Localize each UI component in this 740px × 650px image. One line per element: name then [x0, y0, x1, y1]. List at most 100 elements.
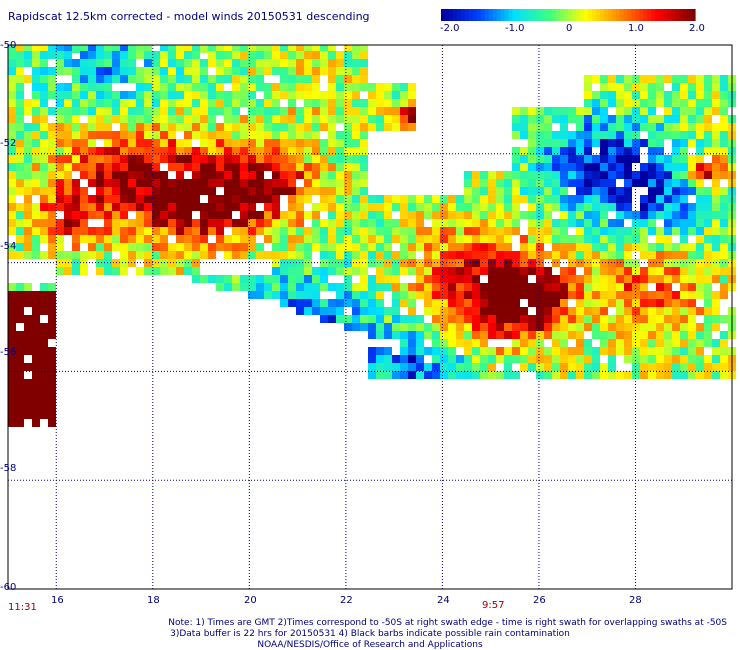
heatmap-cell: [24, 107, 32, 115]
heatmap-cell: [536, 227, 544, 235]
heatmap-cell: [584, 195, 592, 203]
heatmap-cell: [720, 163, 728, 171]
heatmap-cell: [488, 363, 496, 371]
heatmap-cell: [296, 51, 304, 59]
heatmap-cell: [288, 203, 296, 211]
heatmap-cell: [256, 243, 264, 251]
heatmap-cell: [72, 99, 80, 107]
heatmap-cell: [360, 107, 368, 115]
heatmap-cell: [256, 179, 264, 187]
heatmap-cell: [184, 235, 192, 243]
heatmap-cell: [680, 283, 688, 291]
heatmap-cell: [704, 187, 712, 195]
heatmap-cell: [408, 283, 416, 291]
heatmap-cell: [136, 219, 144, 227]
heatmap-cell: [376, 355, 384, 363]
heatmap-cell: [656, 323, 664, 331]
heatmap-cell: [200, 59, 208, 67]
heatmap-cell: [392, 363, 400, 371]
heatmap-cell: [80, 67, 88, 75]
heatmap-cell: [288, 99, 296, 107]
heatmap-cell: [608, 315, 616, 323]
heatmap-cell: [344, 211, 352, 219]
heatmap-cell: [264, 123, 272, 131]
heatmap-cell: [64, 171, 72, 179]
heatmap-cell: [720, 195, 728, 203]
heatmap-cell: [296, 219, 304, 227]
heatmap-cell: [224, 243, 232, 251]
heatmap-cell: [648, 99, 656, 107]
heatmap-cell: [16, 179, 24, 187]
heatmap-cell: [568, 315, 576, 323]
heatmap-cell: [496, 299, 504, 307]
heatmap-cell: [560, 355, 568, 363]
heatmap-cell: [520, 155, 528, 163]
heatmap-cell: [520, 187, 528, 195]
heatmap-cell: [592, 211, 600, 219]
heatmap-cell: [360, 243, 368, 251]
heatmap-cell: [656, 171, 664, 179]
heatmap-cell: [104, 195, 112, 203]
heatmap-cell: [584, 179, 592, 187]
heatmap-cell: [512, 283, 520, 291]
heatmap-cell: [552, 347, 560, 355]
heatmap-cell: [584, 347, 592, 355]
heatmap-cell: [552, 371, 560, 379]
heatmap-cell: [264, 203, 272, 211]
heatmap-cell: [320, 107, 328, 115]
heatmap-cell: [320, 267, 328, 275]
heatmap-cell: [304, 307, 312, 315]
heatmap-cell: [672, 211, 680, 219]
heatmap-cell: [248, 91, 256, 99]
heatmap-cell: [344, 243, 352, 251]
heatmap-cell: [8, 355, 16, 363]
heatmap-cell: [48, 179, 56, 187]
heatmap-cell: [512, 115, 520, 123]
heatmap-cell: [280, 51, 288, 59]
heatmap-cell: [112, 243, 120, 251]
heatmap-cell: [600, 75, 608, 83]
heatmap-cell: [640, 99, 648, 107]
heatmap-cell: [8, 403, 16, 411]
heatmap-cell: [432, 203, 440, 211]
heatmap-cell: [256, 155, 264, 163]
heatmap-cell: [592, 171, 600, 179]
heatmap-cell: [192, 251, 200, 259]
y-tick-label: -54: [0, 241, 16, 252]
heatmap-cell: [32, 75, 40, 83]
heatmap-cell: [496, 179, 504, 187]
heatmap-cell: [656, 203, 664, 211]
heatmap-cell: [144, 67, 152, 75]
heatmap-cell: [432, 307, 440, 315]
heatmap-cell: [520, 275, 528, 283]
heatmap-cell: [232, 187, 240, 195]
heatmap-cell: [64, 83, 72, 91]
heatmap-cell: [360, 67, 368, 75]
heatmap-cell: [360, 275, 368, 283]
heatmap-cell: [296, 163, 304, 171]
heatmap-cell: [656, 267, 664, 275]
heatmap-cell: [560, 347, 568, 355]
heatmap-cell: [648, 123, 656, 131]
heatmap-cell: [600, 211, 608, 219]
y-axis-labels: -50 -52 -54 -56 -58 -60: [0, 40, 16, 593]
heatmap-cell: [656, 339, 664, 347]
heatmap-cell: [504, 179, 512, 187]
heatmap-cell: [408, 99, 416, 107]
heatmap-cell: [48, 251, 56, 259]
heatmap-cell: [48, 371, 56, 379]
heatmap-cell: [160, 51, 168, 59]
heatmap-cell: [664, 275, 672, 283]
heatmap-cell: [472, 251, 480, 259]
heatmap-cell: [432, 291, 440, 299]
heatmap-cell: [8, 59, 16, 67]
heatmap-cell: [360, 51, 368, 59]
heatmap-cell: [656, 131, 664, 139]
heatmap-cell: [328, 155, 336, 163]
heatmap-cell: [624, 347, 632, 355]
heatmap-cell: [584, 107, 592, 115]
heatmap-cell: [672, 107, 680, 115]
heatmap-cell: [504, 219, 512, 227]
heatmap-cell: [616, 347, 624, 355]
heatmap-cell: [512, 307, 520, 315]
